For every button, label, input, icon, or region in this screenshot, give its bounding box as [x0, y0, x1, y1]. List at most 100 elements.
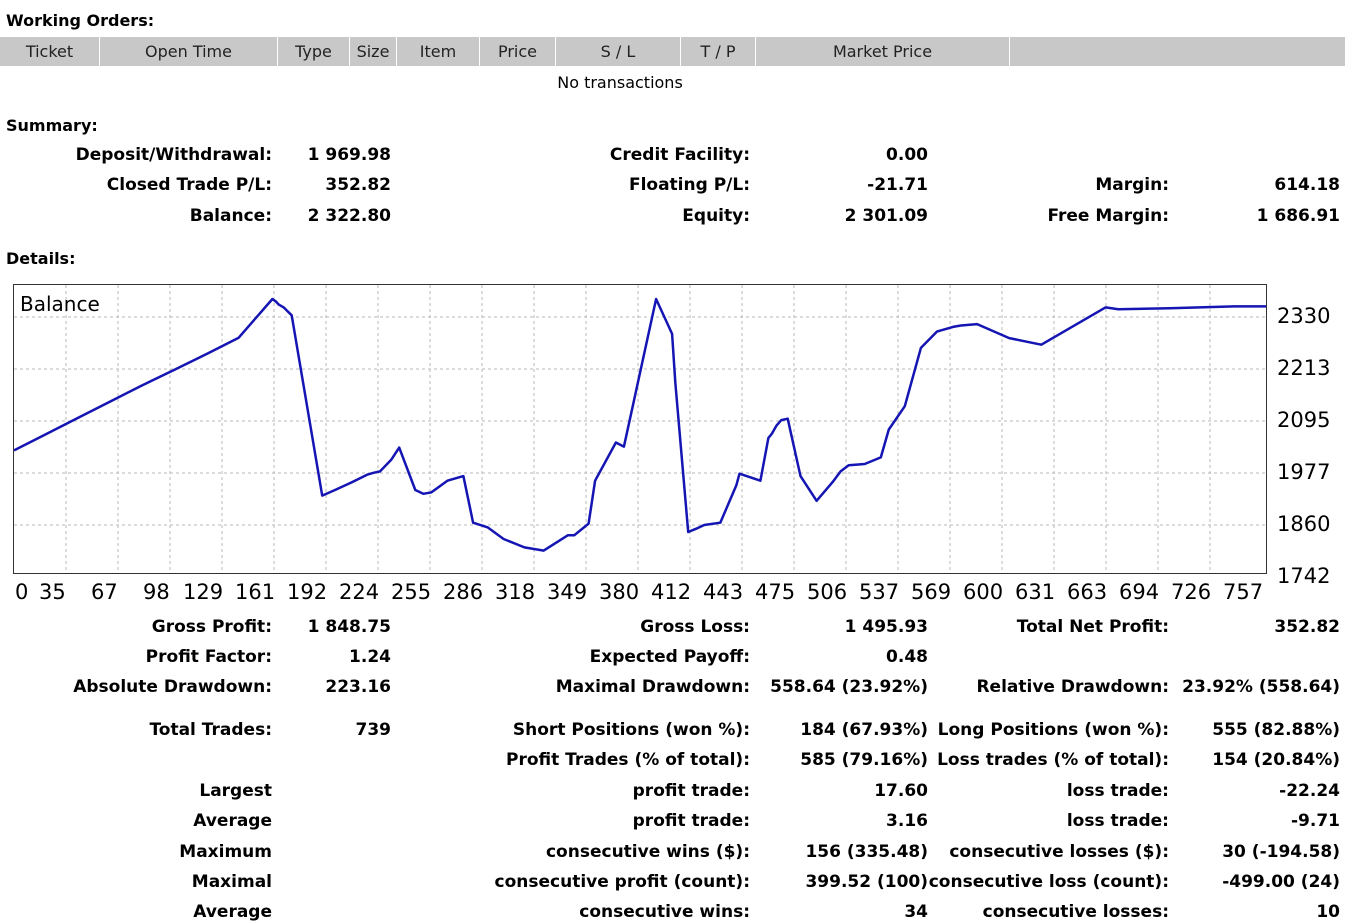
details-label-2: Profit Trades (% of total):	[505, 750, 750, 770]
x-tick-label: 192	[287, 580, 328, 604]
details-label-1: Total Trades:	[149, 720, 272, 740]
working-orders-heading: Working Orders:	[6, 11, 155, 30]
x-tick-label: 349	[547, 580, 588, 604]
details-label-3: loss trade:	[1066, 781, 1169, 801]
details-label-1: Largest	[199, 781, 272, 801]
details-label-3: Loss trades (% of total):	[937, 750, 1169, 770]
details-label-3: consecutive loss (count):	[928, 872, 1169, 892]
y-tick-label: 2095	[1277, 408, 1331, 432]
col-open-time[interactable]: Open Time	[100, 37, 278, 66]
balance-series-line	[14, 297, 1266, 552]
details-label-2: profit trade:	[632, 781, 750, 801]
col-item[interactable]: Item	[397, 37, 480, 66]
details-value-1: 223.16	[325, 677, 391, 697]
details-value-3: 555 (82.88%)	[1212, 720, 1340, 740]
details-label-2: Gross Loss:	[640, 617, 750, 637]
details-value-3: -22.24	[1279, 781, 1340, 801]
col-price[interactable]: Price	[480, 37, 556, 66]
balance-label: Balance:	[189, 206, 272, 226]
closed-pl-label: Closed Trade P/L:	[106, 175, 272, 195]
details-label-1: Maximal	[191, 872, 272, 892]
details-value-2: 156 (335.48)	[805, 842, 928, 862]
x-tick-label: 161	[235, 580, 276, 604]
x-tick-label: 600	[963, 580, 1004, 604]
x-tick-label: 255	[391, 580, 432, 604]
y-tick-label: 2213	[1277, 356, 1331, 380]
x-tick-label: 694	[1119, 580, 1160, 604]
y-tick-label: 1977	[1277, 460, 1331, 484]
details-value-2: 3.16	[886, 811, 928, 831]
details-label-2: Expected Payoff:	[589, 647, 750, 667]
x-tick-label: 35	[39, 580, 66, 604]
closed-pl-value: 352.82	[325, 175, 391, 195]
x-tick-label: 318	[495, 580, 536, 604]
details-value-2: 558.64 (23.92%)	[770, 677, 928, 697]
details-value-3: 10	[1316, 902, 1340, 922]
x-tick-label: 663	[1067, 580, 1108, 604]
equity-value: 2 301.09	[844, 206, 928, 226]
details-value-3: -499.00 (24)	[1222, 872, 1340, 892]
floating-pl-value: -21.71	[867, 175, 928, 195]
x-tick-label: 506	[807, 580, 848, 604]
details-label-1: Profit Factor:	[145, 647, 272, 667]
details-value-3: 352.82	[1274, 617, 1340, 637]
x-tick-label: 286	[443, 580, 484, 604]
margin-label: Margin:	[1095, 175, 1169, 195]
x-tick-label: 726	[1171, 580, 1212, 604]
details-heading: Details:	[6, 249, 76, 268]
details-label-3: consecutive losses:	[982, 902, 1169, 922]
details-label-3: Long Positions (won %):	[937, 720, 1169, 740]
details-label-1: Average	[193, 811, 272, 831]
col-sl[interactable]: S / L	[556, 37, 681, 66]
x-tick-label: 757	[1223, 580, 1264, 604]
x-tick-label: 412	[651, 580, 692, 604]
details-value-1: 1.24	[349, 647, 391, 667]
details-value-2: 0.48	[886, 647, 928, 667]
x-tick-label: 98	[143, 580, 170, 604]
credit-value: 0.00	[886, 145, 928, 165]
x-tick-label: 67	[91, 580, 118, 604]
equity-label: Equity:	[682, 206, 750, 226]
details-label-2: Short Positions (won %):	[512, 720, 750, 740]
floating-pl-label: Floating P/L:	[628, 175, 750, 195]
balance-value: 2 322.80	[307, 206, 391, 226]
details-label-2: consecutive profit (count):	[494, 872, 750, 892]
y-tick-label: 2330	[1277, 304, 1331, 328]
details-label-1: Absolute Drawdown:	[73, 677, 272, 697]
col-tp[interactable]: T / P	[681, 37, 756, 66]
col-ticket[interactable]: Ticket	[0, 37, 100, 66]
x-tick-label: 537	[859, 580, 900, 604]
summary-heading: Summary:	[6, 116, 98, 135]
details-value-2: 1 495.93	[844, 617, 928, 637]
balance-chart	[14, 285, 1266, 573]
details-label-2: consecutive wins:	[579, 902, 750, 922]
free-margin-label: Free Margin:	[1047, 206, 1169, 226]
credit-label: Credit Facility:	[609, 145, 750, 165]
details-label-1: Maximum	[179, 842, 272, 862]
details-label-3: consecutive losses ($):	[949, 842, 1169, 862]
details-label-3: Total Net Profit:	[1016, 617, 1169, 637]
y-tick-label: 1742	[1277, 564, 1331, 588]
orders-table-header: Ticket Open Time Type Size Item Price S …	[0, 37, 1345, 66]
details-value-1: 739	[355, 720, 392, 740]
details-value-3: 154 (20.84%)	[1212, 750, 1340, 770]
x-tick-label: 631	[1015, 580, 1056, 604]
details-value-2: 585 (79.16%)	[800, 750, 928, 770]
y-tick-label: 1860	[1277, 512, 1331, 536]
details-value-2: 184 (67.93%)	[800, 720, 928, 740]
details-value-3: -9.71	[1291, 811, 1340, 831]
x-tick-label: 380	[599, 580, 640, 604]
x-tick-label: 224	[339, 580, 380, 604]
x-tick-label: 569	[911, 580, 952, 604]
x-tick-label: 443	[703, 580, 744, 604]
col-type[interactable]: Type	[278, 37, 350, 66]
col-extra[interactable]	[1010, 37, 1345, 66]
details-value-2: 17.60	[874, 781, 928, 801]
col-size[interactable]: Size	[350, 37, 397, 66]
details-label-1: Average	[193, 902, 272, 922]
col-market-price[interactable]: Market Price	[756, 37, 1010, 66]
deposit-value: 1 969.98	[307, 145, 391, 165]
x-tick-label: 0	[15, 580, 29, 604]
details-label-1: Gross Profit:	[151, 617, 272, 637]
free-margin-value: 1 686.91	[1256, 206, 1340, 226]
